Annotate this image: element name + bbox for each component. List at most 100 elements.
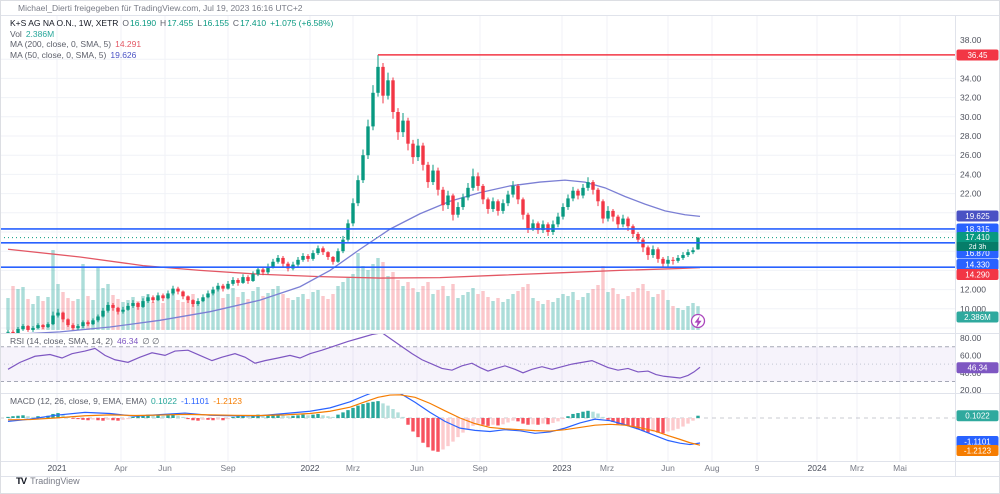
time-tick-Aug: Aug [704, 463, 719, 473]
volume-overlay [6, 250, 700, 330]
symbol-legend-row[interactable]: K+S AG NA O.N., 1W, XETR O 16.190 H 17.455… [10, 18, 334, 29]
rsi-label: RSI (14, close, SMA, 14, 2) [10, 336, 113, 346]
svg-text:2.386M: 2.386M [964, 313, 991, 322]
ma50-line [27, 179, 701, 333]
macd-hist-value: 0.1022 [150, 396, 177, 406]
ma50-label: MA (50, close, 0, SMA, 5) [10, 49, 107, 60]
time-tick-Mrz: Mrz [600, 463, 614, 473]
time-tick-Mrz: Mrz [346, 463, 360, 473]
ma200-value: 14.291 [115, 39, 142, 49]
legend-panel: K+S AG NA O.N., 1W, XETR O 16.190 H 17.455… [10, 18, 334, 61]
svg-text:38.00: 38.00 [960, 35, 982, 45]
tradingview-logo-icon[interactable]: TV [16, 476, 27, 487]
gridlines [0, 16, 955, 461]
svg-text:80.00: 80.00 [960, 333, 982, 343]
volume-label: Vol [10, 28, 22, 39]
svg-text:17.410: 17.410 [965, 233, 990, 242]
volume-legend-row[interactable]: Vol 2.386M [10, 28, 333, 40]
macd-pane[interactable] [0, 390, 955, 452]
candle-series [6, 54, 700, 333]
macd-badge-12123: -1.2123 [956, 445, 999, 456]
symbol-title: K+S AG NA O.N., 1W, XETR [10, 18, 119, 28]
price-badge-19-625: 19.625 [956, 210, 999, 222]
rsi-line [7, 334, 701, 379]
attribution-text: Michael_Dierti freigegeben für TradingVi… [18, 3, 303, 13]
rsi-legend-row[interactable]: RSI (14, close, SMA, 14, 2) 46.34 ∅ ∅ [10, 336, 160, 347]
current-price-badge: 17.410 2d 3h [956, 232, 999, 251]
time-tick-Apr: Apr [114, 463, 127, 473]
ma200-label: MA (200, close, 0, SMA, 5) [10, 39, 112, 49]
time-tick-2022: 2022 [301, 463, 320, 473]
ohlc-low-value: 16.155 [202, 18, 229, 28]
svg-text:2d 3h: 2d 3h [969, 244, 987, 251]
time-tick-2021: 2021 [48, 463, 67, 473]
macd-legend-row[interactable]: MACD (12, 26, close, 9, EMA, EMA) 0.1022… [10, 396, 243, 407]
time-tick-Mai: Mai [893, 463, 907, 473]
price-badge-2-386M: 2.386M [956, 311, 999, 323]
change-value: +1.075 (+6.58%) [270, 18, 334, 28]
svg-text:-1.1101: -1.1101 [964, 438, 991, 447]
time-tick-2023: 2023 [553, 463, 572, 473]
svg-text:34.00: 34.00 [960, 73, 982, 83]
svg-text:12.000: 12.000 [960, 285, 986, 295]
ohlc-open-label: O [122, 18, 130, 28]
svg-text:-1.2123: -1.2123 [964, 447, 992, 456]
svg-text:18.315: 18.315 [965, 225, 990, 234]
lightning-icon[interactable] [690, 313, 706, 329]
ma50-legend-row[interactable]: MA (50, close, 0, SMA, 5) 19.626 [10, 49, 333, 61]
svg-text:16.870: 16.870 [965, 249, 990, 258]
ma200-line [7, 248, 701, 279]
price-axis[interactable]: 38.00 34.00 32.00 30.00 28.00 26.00 24.00 22.00… [956, 35, 999, 456]
ohlc-close-value: 17.410 [240, 18, 267, 28]
price-badge-14-290: 14.290 [956, 269, 999, 280]
time-tick-Sep: Sep [220, 463, 235, 473]
svg-text:24.00: 24.00 [960, 169, 982, 179]
svg-text:32.00: 32.00 [960, 93, 982, 103]
macd-signal-line [7, 394, 701, 446]
ohlc-open-value: 16.190 [130, 18, 157, 28]
svg-text:26.00: 26.00 [960, 150, 982, 160]
time-tick-9: 9 [755, 463, 760, 473]
price-pane[interactable] [0, 54, 955, 336]
ma50-value: 19.626 [110, 49, 137, 60]
rsi-value: 46.34 [116, 336, 139, 346]
footer-bar: TV TradingView [16, 476, 80, 487]
svg-text:14.330: 14.330 [965, 261, 990, 270]
macd-signal-value: -1.2123 [213, 396, 243, 406]
time-tick-Sep: Sep [472, 463, 487, 473]
time-tick-Jun: Jun [410, 463, 424, 473]
svg-text:22.00: 22.00 [960, 189, 982, 199]
macd-label: MACD (12, 26, close, 9, EMA, EMA) [10, 396, 147, 406]
ohlc-high-label: H [160, 18, 167, 28]
price-badge-14-330: 14.330 [956, 259, 999, 270]
time-tick-Jun: Jun [661, 463, 675, 473]
ohlc-low-label: L [197, 18, 202, 28]
ma200-legend-row[interactable]: MA (200, close, 0, SMA, 5) 14.291 [10, 39, 333, 50]
macd-line [7, 394, 701, 446]
ohlc-high-value: 17.455 [167, 18, 194, 28]
macd-line-value: -1.1101 [180, 396, 210, 406]
svg-text:20.00: 20.00 [960, 385, 982, 395]
svg-text:28.00: 28.00 [960, 131, 982, 141]
rsi-value-badge: 46.34 [956, 362, 999, 374]
svg-text:46.34: 46.34 [967, 364, 988, 373]
time-axis[interactable]: 2021 Apr Jun Sep 2022 Mrz Jun Sep 2023 Mrz Jun Aug 9… [48, 463, 907, 473]
time-tick-Mrz: Mrz [850, 463, 864, 473]
svg-text:60.00: 60.00 [960, 350, 982, 360]
tradingview-brand-text[interactable]: TradingView [30, 476, 80, 486]
macd-badge-01022: 0.1022 [956, 410, 999, 422]
svg-text:10.000: 10.000 [960, 304, 986, 314]
price-badge-18-315: 18.315 [956, 223, 999, 235]
macd-badge-11101: -1.1101 [956, 436, 999, 447]
rsi-extra-values: ∅ ∅ [142, 336, 160, 346]
time-tick-Jun: Jun [158, 463, 172, 473]
rsi-pane[interactable] [0, 333, 955, 382]
svg-text:14.290: 14.290 [965, 271, 990, 280]
svg-text:30.00: 30.00 [960, 112, 982, 122]
ohlc-close-label: C [232, 18, 240, 28]
price-badge-36-45: 36.45 [956, 49, 999, 61]
time-tick-2024: 2024 [808, 463, 827, 473]
